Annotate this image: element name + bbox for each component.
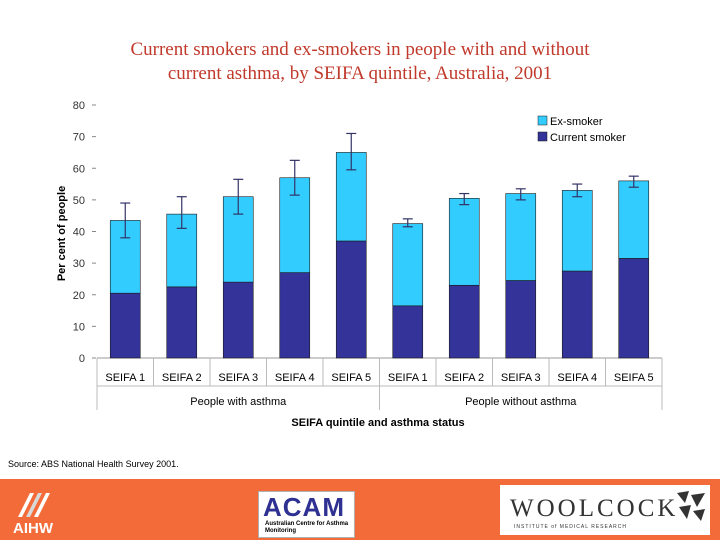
woolcock-logo: WOOLCOCK INSTITUTE of MEDICAL RESEARCH <box>500 485 710 535</box>
current-smoker-bar <box>109 292 141 359</box>
source-note: Source: ABS National Health Survey 2001. <box>8 459 179 469</box>
x-category-label: SEIFA 5 <box>331 372 371 384</box>
woolcock-logo-subtitle: INSTITUTE of MEDICAL RESEARCH <box>514 524 627 530</box>
y-tick-label: 80 <box>73 100 85 112</box>
current-smoker-bar <box>505 280 537 359</box>
woolcock-logo-text: WOOLCOCK <box>510 495 679 522</box>
current-smoker-bar <box>279 272 311 359</box>
legend-swatch <box>537 115 548 126</box>
y-tick-label: 60 <box>73 163 85 175</box>
chart-title: Current smokers and ex-smokers in people… <box>0 38 720 86</box>
current-smoker-bar <box>335 240 367 359</box>
current-smoker-bar <box>561 270 593 359</box>
y-tick-label: 30 <box>73 258 85 270</box>
y-tick-label: 50 <box>73 195 85 207</box>
x-category-label: SEIFA 5 <box>614 372 654 384</box>
y-tick-label: 40 <box>73 227 85 239</box>
x-category-label: SEIFA 1 <box>105 372 145 384</box>
legend-swatch <box>537 131 548 142</box>
ex-smoker-bar <box>618 180 650 259</box>
acam-logo-text: ACAM <box>263 492 345 522</box>
y-axis-label: Per cent of people <box>56 186 68 281</box>
current-smoker-bar <box>222 281 254 359</box>
x-category-label: SEIFA 1 <box>388 372 428 384</box>
current-smoker-bar <box>166 286 198 359</box>
current-smoker-bar <box>392 305 424 359</box>
ex-smoker-bar <box>561 190 593 272</box>
current-smoker-bar <box>448 284 480 359</box>
y-tick-label: 0 <box>79 353 85 365</box>
current-smoker-bar <box>618 258 650 359</box>
x-category-label: SEIFA 3 <box>218 372 258 384</box>
x-category-label: SEIFA 4 <box>275 372 315 384</box>
x-group-label: People without asthma <box>465 396 577 408</box>
acam-logo-subtitle: Australian Centre for Asthma Monitoring <box>265 521 349 534</box>
ex-smoker-bar <box>448 197 480 286</box>
legend-label: Ex-smoker <box>550 116 603 128</box>
x-category-label: SEIFA 2 <box>162 372 202 384</box>
x-category-label: SEIFA 3 <box>501 372 541 384</box>
acam-logo: ACAM Australian Centre for Asthma Monito… <box>258 491 355 538</box>
y-tick-label: 20 <box>73 290 85 302</box>
aihw-emblem-icon <box>18 493 50 517</box>
x-group-label: People with asthma <box>190 396 287 408</box>
footer-bar: AIHW ACAM Australian Centre for Asthma M… <box>0 479 720 540</box>
aihw-logo: AIHW <box>10 487 56 537</box>
chart-title-line-1: Current smokers and ex-smokers in people… <box>130 39 590 60</box>
ex-smoker-bar <box>505 193 537 281</box>
y-tick-label: 70 <box>73 132 85 144</box>
woolcock-emblem-icon <box>677 491 705 521</box>
ex-smoker-bar <box>392 223 424 307</box>
stacked-bar-chart: 0 10 20 30 40 50 60 70 80 Per cent of people SEIF… <box>56 100 663 429</box>
x-category-label: SEIFA 4 <box>557 372 597 384</box>
legend-label: Current smoker <box>550 132 626 144</box>
x-axis-label: SEIFA quintile and asthma status <box>291 417 464 429</box>
y-tick-label: 10 <box>73 321 85 333</box>
x-category-label: SEIFA 2 <box>444 372 484 384</box>
chart-title-line-2: current asthma, by SEIFA quintile, Austr… <box>167 63 553 84</box>
aihw-logo-text: AIHW <box>13 520 53 537</box>
